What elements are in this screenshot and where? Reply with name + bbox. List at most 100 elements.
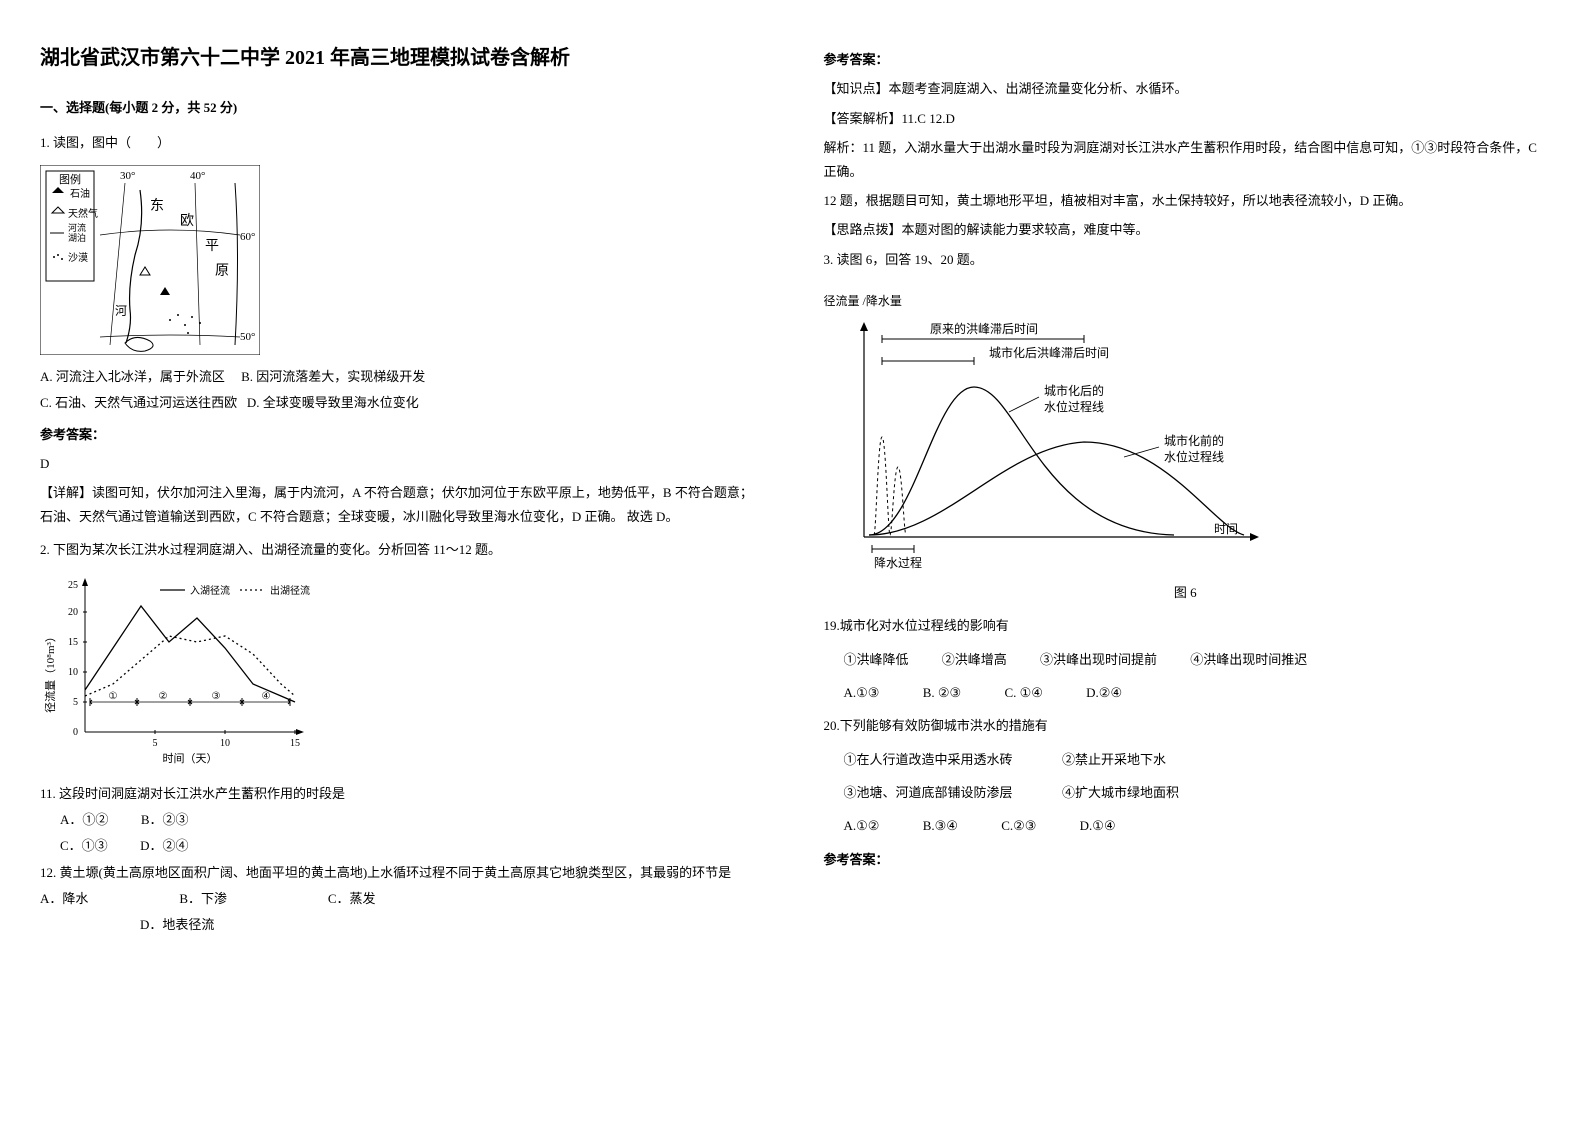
right-answer-label: 参考答案： bbox=[824, 48, 1548, 71]
region-yuan: 原 bbox=[215, 264, 229, 279]
lbl-original: 原来的洪峰滞后时间 bbox=[929, 321, 1037, 336]
q1-optD: D. 全球变暖导致里海水位变化 bbox=[247, 395, 419, 410]
legend-in: 入湖径流 bbox=[190, 584, 230, 597]
ylabel: 径流量（10⁸m³） bbox=[43, 631, 57, 713]
svg-text:10: 10 bbox=[68, 667, 78, 678]
lon-30: 30° bbox=[120, 170, 135, 182]
xlabel: 时间（天） bbox=[163, 752, 218, 765]
q19-optD: D.②④ bbox=[1086, 685, 1122, 700]
line-chart-svg: 0 5 10 15 20 25 5 bbox=[40, 572, 320, 772]
explain11: 解析：11 题，入湖水量大于出湖水量时段为洞庭湖对长江洪水产生蓄积作用时段，结合… bbox=[824, 136, 1548, 183]
ylabel-top: 径流量 /降水量 bbox=[824, 291, 1548, 313]
question-20: 20.下列能够有效防御城市洪水的措施有 ①在人行道改造中采用透水砖 ②禁止开采地… bbox=[824, 714, 1548, 838]
svg-text:5: 5 bbox=[153, 738, 158, 749]
lbl-urban-curve2: 水位过程线 bbox=[1044, 399, 1104, 414]
q20-items-row1: ①在人行道改造中采用透水砖 ②禁止开采地下水 bbox=[844, 748, 1548, 771]
right-column: 参考答案： 【知识点】本题考查洞庭湖入、出湖径流量变化分析、水循环。 【答案解析… bbox=[824, 40, 1548, 947]
seg2: ② bbox=[159, 691, 168, 702]
map-svg: 图例 石油 天然气 河流 湖泊 沙漠 30° 40° 60° 50° bbox=[40, 165, 260, 355]
q1-stem: 1. 读图，图中（ ） bbox=[40, 131, 764, 154]
q19-item3: ③洪峰出现时间提前 bbox=[1040, 652, 1157, 667]
explain12: 12 题，根据题目可知，黄土塬地形平坦，植被相对丰富，水土保持较好，所以地表径流… bbox=[824, 189, 1548, 212]
q20-items-row2: ③池塘、河道底部铺设防渗层 ④扩大城市绿地面积 bbox=[844, 781, 1548, 804]
q1-answer-letter: D bbox=[40, 452, 764, 475]
q20-item1: ①在人行道改造中采用透水砖 bbox=[844, 752, 1013, 767]
q1-optA: A. 河流注入北冰洋，属于外流区 bbox=[40, 369, 225, 384]
seg3: ③ bbox=[212, 691, 221, 702]
legend-gas: 天然气 bbox=[68, 207, 98, 220]
seg1: ① bbox=[109, 691, 118, 702]
section-heading: 一、选择题(每小题 2 分，共 52 分) bbox=[40, 96, 764, 119]
q19-optC: C. ①④ bbox=[1004, 685, 1042, 700]
hydrograph-svg: 原来的洪峰滞后时间 城市化后洪峰滞后时间 城市化后的 水位过程线 城市化前 bbox=[824, 317, 1284, 577]
lat-50: 50° bbox=[240, 331, 255, 343]
q1-answer-label: 参考答案： bbox=[40, 423, 764, 446]
q19-options: A.①③ B. ②③ C. ①④ D.②④ bbox=[844, 681, 1548, 704]
question-1: 1. 读图，图中（ ） 图例 石油 天然气 河流 湖泊 沙漠 bbox=[40, 131, 764, 528]
q20-optA: A.①② bbox=[844, 818, 880, 833]
q19-item1: ①洪峰降低 bbox=[844, 652, 909, 667]
page-title: 湖北省武汉市第六十二中学 2021 年高三地理模拟试卷含解析 bbox=[40, 40, 764, 76]
legend-title: 图例 bbox=[59, 172, 81, 186]
q19-stem: 19.城市化对水位过程线的影响有 bbox=[824, 614, 1548, 637]
q11-optB: B．②③ bbox=[141, 812, 189, 827]
q20-stem: 20.下列能够有效防御城市洪水的措施有 bbox=[824, 714, 1548, 737]
legend-out: 出湖径流 bbox=[270, 584, 310, 597]
q3-chart-figure: 径流量 /降水量 原来的洪峰滞后时间 城市化后洪峰滞后时间 bbox=[824, 291, 1548, 604]
region-ping: 平 bbox=[205, 239, 219, 254]
q20-item2: ②禁止开采地下水 bbox=[1062, 752, 1166, 767]
q3-answer-label: 参考答案： bbox=[824, 848, 1548, 871]
svg-text:15: 15 bbox=[68, 637, 78, 648]
q19-optA: A.①③ bbox=[844, 685, 880, 700]
q19-item2: ②洪峰增高 bbox=[942, 652, 1007, 667]
q2-stem: 2. 下图为某次长江洪水过程洞庭湖入、出湖径流量的变化。分析回答 11～12 题… bbox=[40, 538, 764, 561]
legend-river1: 河流 bbox=[68, 222, 86, 233]
lon-40: 40° bbox=[190, 170, 205, 182]
q1-options: A. 河流注入北冰洋，属于外流区 B. 因河流落差大，实现梯级开发 C. 石油、… bbox=[40, 365, 764, 415]
legend-desert: 沙漠 bbox=[68, 252, 88, 264]
page-container: 湖北省武汉市第六十二中学 2021 年高三地理模拟试卷含解析 一、选择题(每小题… bbox=[40, 40, 1547, 947]
question-19: 19.城市化对水位过程线的影响有 ①洪峰降低 ②洪峰增高 ③洪峰出现时间提前 ④… bbox=[824, 614, 1548, 704]
question-2: 2. 下图为某次长江洪水过程洞庭湖入、出湖径流量的变化。分析回答 11～12 题… bbox=[40, 538, 764, 937]
q20-item4: ④扩大城市绿地面积 bbox=[1062, 785, 1179, 800]
q12-stem: 12. 黄土塬(黄土高原地区面积广阔、地面平坦的黄土高地)上水循环过程不同于黄土… bbox=[40, 861, 764, 884]
q11-options: A．①② B．②③ C．①③ D．②④ bbox=[60, 808, 764, 858]
q12-optB: B．下渗 bbox=[179, 891, 227, 906]
q11-optC: C．①③ bbox=[60, 838, 108, 853]
lbl-pre-curve2: 水位过程线 bbox=[1164, 449, 1224, 464]
answer-header: 【答案解析】11.C 12.D bbox=[824, 107, 1548, 130]
lbl-pre-curve1: 城市化前的 bbox=[1164, 433, 1224, 448]
lat-60: 60° bbox=[240, 231, 255, 243]
q1-map-figure: 图例 石油 天然气 河流 湖泊 沙漠 30° 40° 60° 50° bbox=[40, 165, 764, 355]
svg-text:25: 25 bbox=[68, 580, 78, 591]
q20-optB: B.③④ bbox=[923, 818, 958, 833]
q12-options: A．降水 B．下渗 C．蒸发 D．地表径流 bbox=[40, 887, 764, 937]
q1-optC: C. 石油、天然气通过河运送往西欧 bbox=[40, 395, 237, 410]
hint: 【思路点拨】本题对图的解读能力要求较高，难度中等。 bbox=[824, 218, 1548, 241]
svg-text:0: 0 bbox=[73, 727, 78, 738]
seg4: ④ bbox=[262, 691, 271, 702]
svg-text:20: 20 bbox=[68, 607, 78, 618]
q2-chart-figure: 0 5 10 15 20 25 5 bbox=[40, 572, 764, 772]
q11-stem: 11. 这段时间洞庭湖对长江洪水产生蓄积作用的时段是 bbox=[40, 782, 764, 805]
river-label: 河 bbox=[115, 304, 127, 318]
svg-text:5: 5 bbox=[73, 697, 78, 708]
lbl-urban-curve1: 城市化后的 bbox=[1044, 383, 1104, 398]
region-east: 东 bbox=[150, 198, 164, 214]
q11-optA: A．①② bbox=[60, 812, 108, 827]
legend-river2: 湖泊 bbox=[68, 233, 86, 243]
lbl-rain: 降水过程 bbox=[874, 555, 922, 570]
q20-options: A.①② B.③④ C.②③ D.①④ bbox=[844, 814, 1548, 837]
q20-item3: ③池塘、河道底部铺设防渗层 bbox=[844, 785, 1013, 800]
q20-optD: D.①④ bbox=[1080, 818, 1116, 833]
q19-items: ①洪峰降低 ②洪峰增高 ③洪峰出现时间提前 ④洪峰出现时间推迟 bbox=[844, 648, 1548, 671]
q19-item4: ④洪峰出现时间推迟 bbox=[1190, 652, 1307, 667]
svg-text:15: 15 bbox=[290, 738, 300, 749]
q11-optD: D．②④ bbox=[140, 838, 188, 853]
legend-oil: 石油 bbox=[70, 187, 90, 200]
q12-optC: C．蒸发 bbox=[328, 891, 376, 906]
q19-optB: B. ②③ bbox=[923, 685, 961, 700]
fig6-caption: 图 6 bbox=[824, 581, 1548, 604]
q1-explain: 【详解】读图可知，伏尔加河注入里海，属于内流河，A 不符合题意；伏尔加河位于东欧… bbox=[40, 481, 764, 528]
xlabel3: 时间 bbox=[1214, 522, 1238, 536]
